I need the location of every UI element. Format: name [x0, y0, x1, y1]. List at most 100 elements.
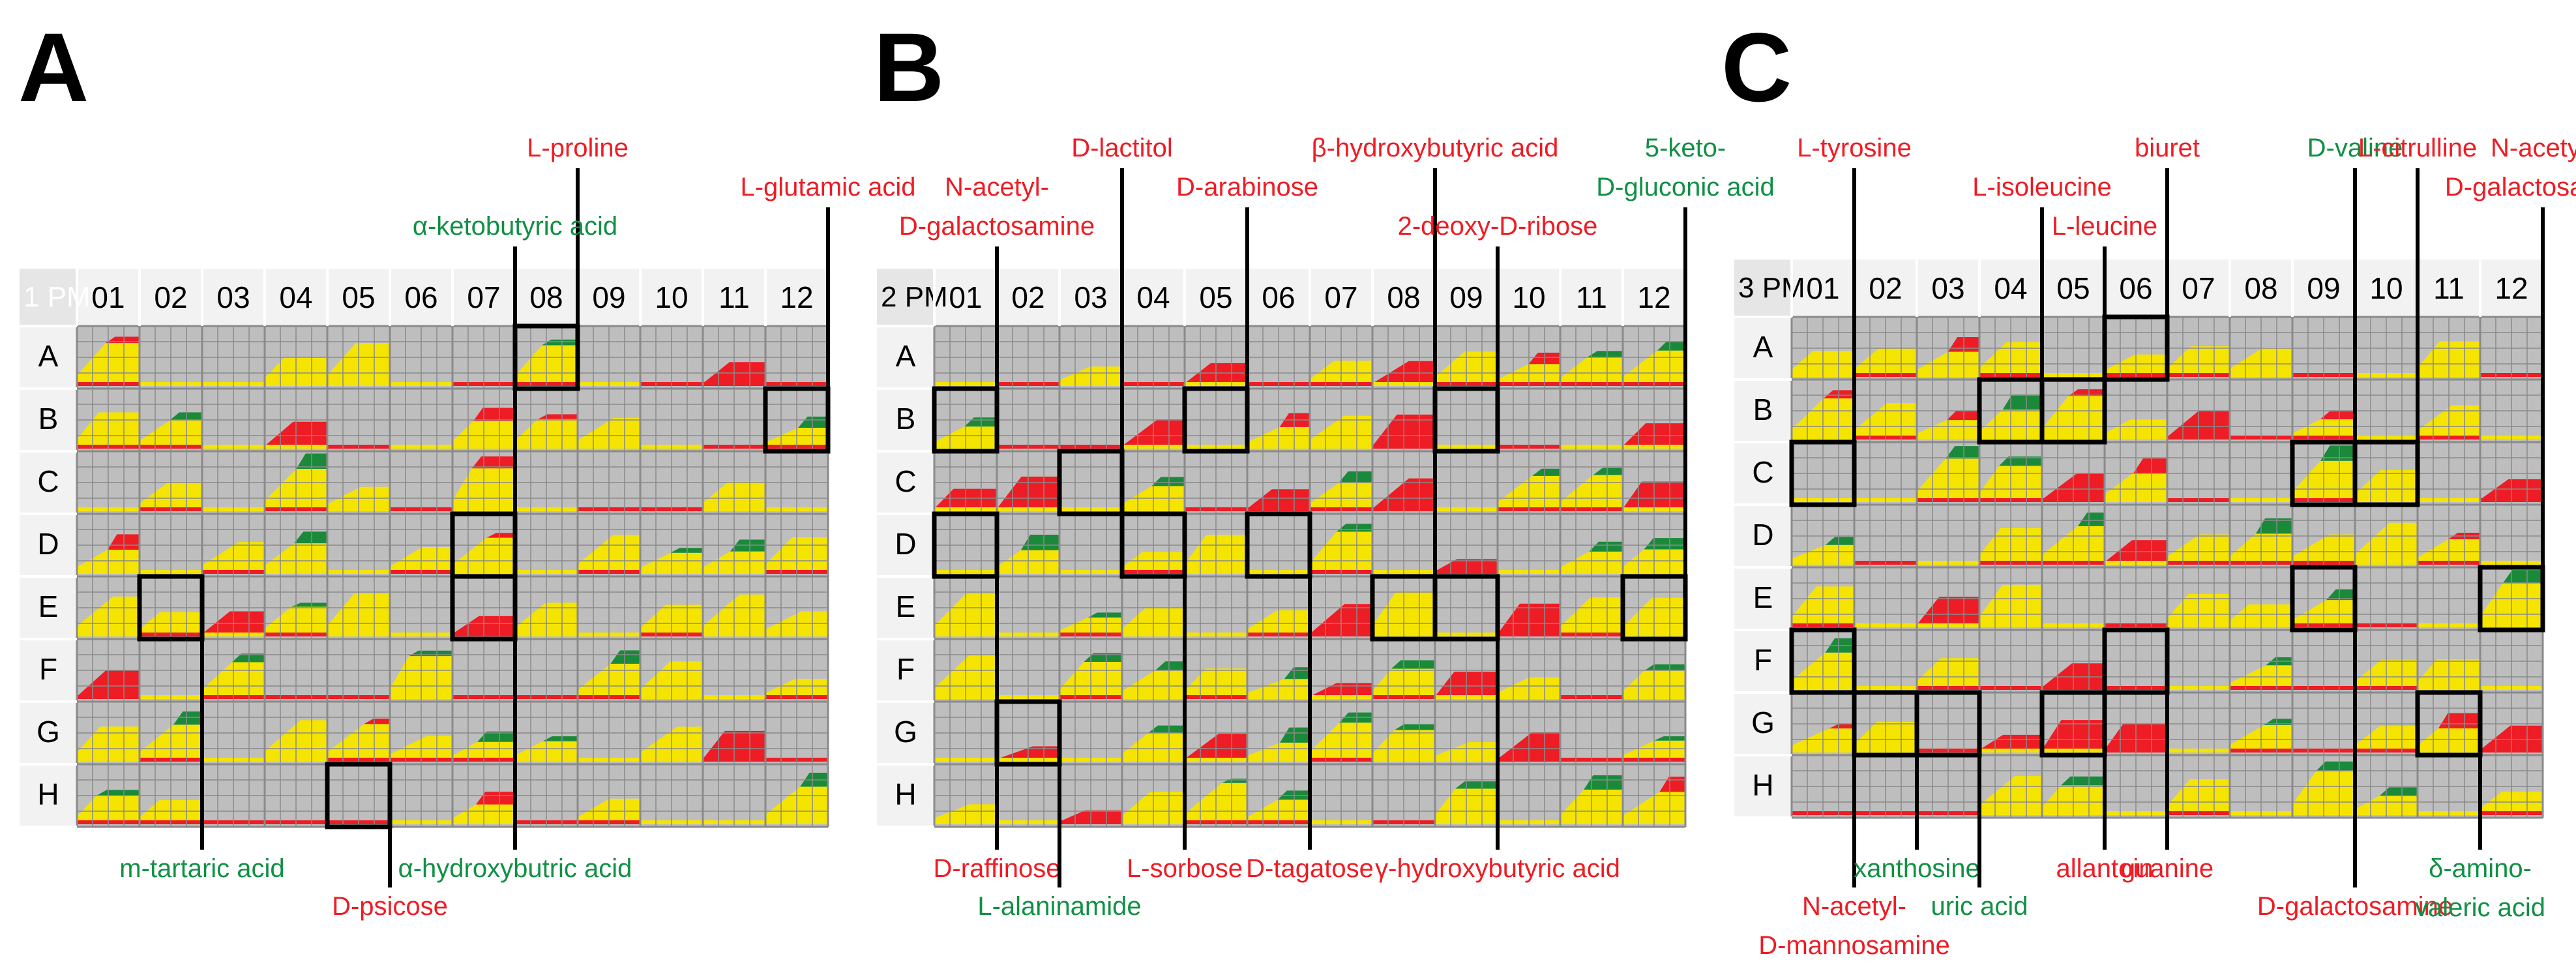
column-label: 05	[1199, 280, 1232, 314]
column-label: 06	[404, 280, 437, 314]
compound-label: D-valine	[2307, 134, 2403, 162]
column-label: 01	[91, 280, 125, 314]
panel-letter: B	[874, 12, 944, 122]
growth-curve-overlay	[1945, 446, 1979, 459]
row-label: C	[895, 464, 916, 498]
growth-curve-overlay	[170, 412, 202, 421]
growth-curve-overlay	[486, 533, 515, 538]
column-label: 09	[592, 280, 625, 314]
growth-curve-overlay	[1391, 660, 1435, 669]
highlight-box	[1914, 690, 1982, 758]
column-label: 06	[2119, 271, 2152, 305]
column-label: 10	[2369, 271, 2403, 305]
column-label: 04	[279, 280, 312, 314]
row-label: F	[896, 652, 915, 686]
growth-curve-overlay	[542, 339, 578, 346]
growth-curve-overlay	[2061, 776, 2105, 786]
growth-curve-overlay	[2502, 570, 2543, 584]
highlight-box	[763, 386, 831, 454]
highlight-box	[137, 574, 205, 642]
column-label: 12	[780, 280, 813, 314]
compound-label: L-proline	[527, 134, 629, 162]
growth-curve-overlay	[2316, 761, 2355, 771]
highlight-box	[1789, 627, 1857, 695]
column-label: 08	[529, 280, 563, 314]
panel-c: C3 PM 01 02 03 04 05 06 07 08 09 10 11 12ABCDEFGHL-t…	[1721, 12, 2576, 960]
growth-curve-overlay	[1946, 410, 1979, 421]
panel-a: A1 PM 01 02 03 04 05 06 07 08 09 10 11 12ABCDEFGHL-p…	[18, 12, 916, 921]
column-label: 07	[1324, 280, 1357, 314]
compound-label: α-ketobutyric acid	[413, 212, 617, 241]
growth-curve-overlay	[364, 718, 390, 724]
row-label: G	[894, 715, 917, 749]
column-label: 09	[1449, 280, 1483, 314]
column-label: 07	[2182, 271, 2215, 305]
column-header-band	[20, 269, 828, 326]
highlight-box	[1432, 386, 1500, 454]
column-label: 03	[1931, 271, 1964, 305]
row-label: G	[1751, 706, 1775, 739]
compound-label: allantoin	[2056, 854, 2153, 883]
column-label: 10	[1512, 280, 1545, 314]
highlight-box	[2102, 627, 2170, 695]
row-label: H	[37, 777, 59, 811]
growth-curve-overlay	[1829, 724, 1854, 729]
row-label: A	[1753, 330, 1773, 364]
compound-label: biuret	[2135, 134, 2200, 162]
column-header-band	[877, 269, 1685, 326]
growth-curve-overlay	[1151, 477, 1185, 486]
compound-label: D-galactosamine	[2445, 173, 2576, 201]
row-label: C	[1752, 455, 1773, 489]
column-label: 11	[718, 280, 750, 314]
growth-curve-overlay	[1020, 535, 1059, 550]
row-label: C	[37, 464, 59, 498]
column-label: 10	[655, 280, 688, 314]
compound-label: L-tyrosine	[1797, 134, 1912, 162]
growth-curve-overlay	[542, 736, 578, 741]
growth-curve-overlay	[471, 456, 515, 469]
compound-label: D-psicose	[332, 892, 448, 921]
highlight-box	[1789, 440, 1857, 507]
growth-curve-overlay	[2326, 589, 2355, 601]
plate-corner	[1734, 260, 1792, 317]
column-label: 12	[2495, 271, 2528, 305]
highlight-box	[1620, 574, 1688, 642]
highlight-box	[2039, 377, 2107, 445]
compound-label: D-lactitol	[1071, 134, 1173, 162]
compound-label: γ-hydroxybutyric acid	[1375, 854, 1620, 883]
row-label: D	[37, 527, 59, 561]
growth-curve-overlay	[1395, 724, 1435, 730]
column-label: 12	[1637, 280, 1670, 314]
growth-curve-overlay	[2320, 411, 2355, 420]
growth-curve-overlay	[231, 653, 265, 663]
column-label: 04	[1136, 280, 1170, 314]
highlight-box	[2352, 440, 2420, 507]
compound-label: guanine	[2121, 854, 2213, 883]
growth-curve-overlay	[2068, 389, 2105, 396]
growth-curve-overlay	[477, 731, 515, 742]
compound-label: D-tagatose	[1246, 854, 1374, 883]
compound-label: α-hydroxybutric acid	[398, 854, 632, 883]
column-label: 01	[949, 280, 982, 314]
growth-curve-overlay	[2320, 445, 2355, 461]
column-header-band	[1734, 260, 2543, 317]
panel-letter: A	[18, 12, 89, 122]
growth-curve-overlay	[1148, 725, 1185, 733]
plate-label: 3 PM	[1738, 272, 1805, 304]
compound-label: D-galactosamine	[2257, 892, 2453, 921]
row-label: D	[1752, 518, 1773, 552]
highlight-box	[2290, 565, 2358, 633]
growth-curve-overlay	[1588, 351, 1623, 357]
growth-curve-overlay	[1084, 653, 1122, 663]
growth-curve-overlay	[293, 531, 327, 544]
row-label: E	[896, 589, 916, 623]
growth-curve-overlay	[291, 603, 327, 607]
panel-b: B2 PM 01 02 03 04 05 06 07 08 09 10 11 12ABCDEFGHN-a…	[874, 12, 1775, 921]
growth-curve-overlay	[538, 414, 578, 419]
row-label: F	[1754, 643, 1772, 677]
compound-label: D-gluconic acid	[1596, 173, 1774, 201]
compound-label: β-hydroxybutyric acid	[1312, 134, 1559, 162]
column-label: 05	[2056, 271, 2090, 305]
highlight-box	[2415, 690, 2483, 758]
